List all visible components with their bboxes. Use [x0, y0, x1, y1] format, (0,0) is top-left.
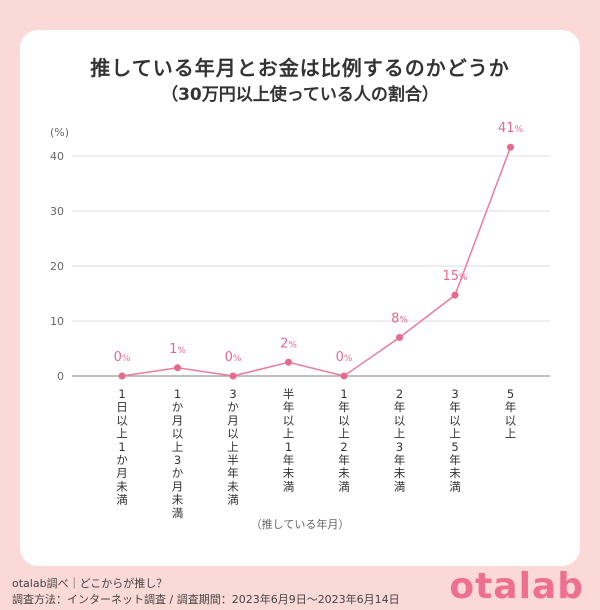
data-point [285, 358, 292, 366]
data-label: 15% [442, 269, 468, 284]
x-tick-label: 2 年以上 3 年未満 [394, 387, 406, 493]
data-point [340, 372, 348, 380]
data-label: 0% [336, 350, 353, 365]
data-point [229, 372, 237, 380]
y-tick-label: 10 [50, 315, 64, 328]
data-labels: 0% 1% 0% 2% 0% 8% 15% 41% [114, 121, 524, 365]
x-tick-label: 1 年以上 2 年未満 [338, 387, 350, 493]
footer-source: otalab調べ｜どこからが推し？ [12, 577, 168, 590]
x-axis-label: （推している年月） [251, 517, 350, 531]
chart-subtitle: （30万円以上使っている人の割合） [161, 85, 439, 105]
x-tick-label: 1 か月以上 3 か月未満 [172, 387, 184, 520]
y-axis-label: (%) [50, 126, 69, 139]
data-label: 0% [225, 350, 242, 365]
y-tick-label: 30 [50, 205, 64, 218]
data-label: 8% [391, 312, 408, 327]
chart-title: 推している年月とお金は比例するのかどうか [90, 56, 510, 80]
otalab-logo: otalab [449, 566, 584, 607]
y-tick-label: 40 [50, 150, 64, 163]
x-tick-label: 1 日以上 1 か月未満 [116, 387, 128, 507]
y-tick-labels: 0 10 20 30 40 [50, 150, 64, 383]
data-points [118, 143, 514, 380]
grid-lines [72, 155, 550, 377]
x-tick-label: 3 年以上 5 年未満 [449, 387, 461, 493]
chart-card [20, 30, 580, 566]
data-label: 1% [169, 342, 186, 357]
data-point [396, 334, 403, 341]
data-label: 2% [280, 336, 297, 351]
x-tick-label: 3 か月以上半年未満 [227, 387, 239, 507]
data-point [118, 372, 126, 380]
data-point [174, 364, 181, 372]
data-point [451, 291, 459, 299]
x-tick-labels: 1 日以上 1 か月未満 1 か月以上 3 か月未満 3 か月以上半年未満 半年以上 1 年未満 1 年以上… [116, 387, 517, 520]
y-tick-label: 0 [57, 370, 64, 383]
footer-method: 調査方法：インターネット調査 / 調査期間：2023年6月9日〜2023年6月1… [12, 593, 400, 606]
x-tick-label: 5 年以上 [505, 387, 517, 441]
data-label: 41% [498, 121, 524, 136]
y-tick-label: 20 [50, 260, 64, 273]
data-label: 0% [114, 350, 131, 365]
series-line [121, 146, 512, 377]
x-tick-label: 半年以上 1 年未満 [283, 387, 295, 493]
data-point [507, 143, 514, 151]
